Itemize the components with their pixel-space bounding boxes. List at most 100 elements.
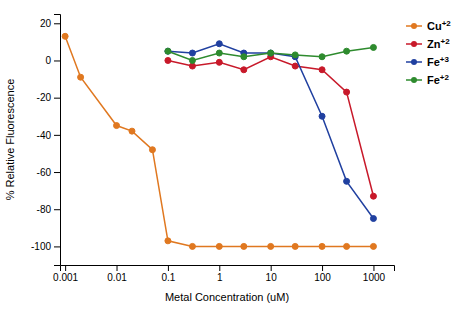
tick-mark	[54, 23, 60, 24]
tick: -100	[31, 241, 60, 252]
series-line	[65, 36, 373, 246]
series	[62, 33, 376, 249]
legend-label: Cu+2	[427, 18, 451, 32]
point	[216, 50, 222, 56]
legend-marker	[411, 77, 417, 83]
legend: Cu+2 Zn+2 Fe+3 Fe+2	[406, 18, 451, 86]
point	[165, 48, 171, 54]
tick-mark	[117, 265, 118, 271]
tick-label: 0.001	[53, 272, 78, 283]
x-axis-title: Metal Concentration (uM)	[165, 291, 289, 303]
point	[292, 243, 298, 249]
tick-mark	[54, 60, 60, 61]
point	[165, 238, 171, 244]
legend-label: Zn+2	[427, 36, 450, 50]
tick: -60	[37, 167, 60, 178]
tick: 100	[314, 265, 331, 283]
tick-mark	[322, 265, 323, 271]
axis-line	[61, 266, 395, 272]
series-line	[168, 57, 374, 196]
tick: 1000	[363, 265, 386, 283]
x-axis: 0.001 0.01 0.1 1 10 100 1000	[53, 265, 394, 283]
tick-label: 1000	[363, 272, 386, 283]
point	[129, 128, 135, 134]
tick: -40	[37, 130, 60, 141]
point	[344, 243, 350, 249]
tick-mark	[54, 246, 60, 247]
point	[292, 63, 298, 69]
tick-mark	[168, 265, 169, 271]
tick-label: 100	[314, 272, 331, 283]
point	[370, 44, 376, 50]
point	[165, 48, 171, 54]
point	[189, 57, 195, 63]
tick-label: -60	[37, 167, 52, 178]
point	[78, 74, 84, 80]
tick-label: 0.1	[161, 272, 175, 283]
tick-label: -40	[37, 130, 52, 141]
point	[292, 52, 298, 58]
point	[189, 243, 195, 249]
tick: 0.001	[53, 265, 78, 283]
point	[241, 54, 247, 60]
point	[241, 67, 247, 73]
tick-mark	[54, 172, 60, 173]
plot-area	[62, 33, 376, 249]
point	[344, 178, 350, 184]
point	[344, 89, 350, 95]
point	[344, 48, 350, 54]
tick-label: 20	[40, 18, 52, 29]
tick-label: 0.01	[107, 272, 127, 283]
legend-marker	[411, 41, 417, 47]
point	[370, 243, 376, 249]
series-line	[168, 44, 374, 219]
point	[319, 67, 325, 73]
point	[268, 50, 274, 56]
legend-label: Fe+2	[427, 72, 450, 86]
tick: -20	[37, 92, 60, 103]
point	[189, 50, 195, 56]
point	[319, 243, 325, 249]
tick-label: -20	[37, 92, 52, 103]
tick-mark	[271, 265, 272, 271]
y-axis-title: % Relative Fluorescence	[4, 79, 16, 201]
point	[114, 123, 120, 129]
legend-label: Fe+3	[427, 54, 450, 68]
tick-label: -80	[37, 204, 52, 215]
tick-mark	[65, 265, 66, 271]
series-line	[168, 47, 374, 60]
point	[216, 243, 222, 249]
legend-marker	[411, 59, 417, 65]
tick-label: 10	[266, 272, 278, 283]
tick: 10	[266, 265, 278, 283]
point	[268, 243, 274, 249]
y-axis: 20 0 -20 -40 -60 -80 -100	[31, 15, 61, 266]
axis-line	[54, 15, 61, 266]
tick-mark	[373, 265, 374, 271]
tick: 1	[217, 265, 223, 283]
series	[165, 41, 377, 222]
tick: 0.1	[161, 265, 175, 283]
point	[241, 243, 247, 249]
tick-label: -100	[31, 241, 51, 252]
chart: 0.001 0.01 0.1 1 10 100 1000 20 0 -20 -40 -60 -80 -10…	[0, 0, 474, 309]
point	[149, 147, 155, 153]
point	[319, 54, 325, 60]
tick-mark	[54, 209, 60, 210]
tick: -80	[37, 204, 60, 215]
tick: 20	[40, 18, 60, 29]
tick-mark	[54, 98, 60, 99]
tick: 0.01	[107, 265, 127, 283]
tick-label: 0	[45, 55, 51, 66]
tick-mark	[219, 265, 220, 271]
point	[216, 59, 222, 65]
legend-marker	[411, 23, 417, 29]
tick: 0	[45, 55, 60, 66]
point	[165, 57, 171, 63]
point	[268, 50, 274, 56]
point	[216, 41, 222, 47]
point	[370, 193, 376, 199]
point	[62, 33, 68, 39]
series	[165, 44, 377, 63]
point	[370, 216, 376, 222]
